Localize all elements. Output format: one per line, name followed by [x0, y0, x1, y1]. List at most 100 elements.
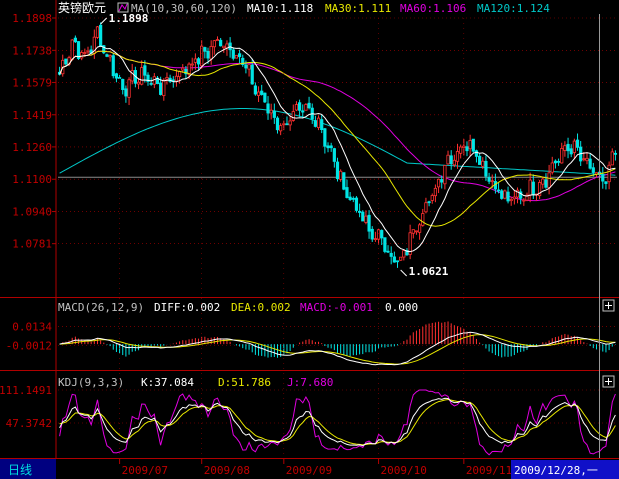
ma-toggle-icon[interactable]: [117, 2, 129, 13]
period-tab[interactable]: [0, 459, 56, 479]
candle: [465, 141, 469, 157]
ma30-legend: MA30:1.111: [325, 2, 391, 15]
candle: [358, 203, 362, 218]
candle: [64, 58, 68, 66]
ma30-series: [59, 50, 616, 227]
candle: [515, 187, 520, 204]
candle: [339, 169, 343, 182]
candle: [421, 208, 425, 227]
kdj-d-line: [59, 398, 616, 446]
j-series: [59, 389, 616, 456]
candlesticks: [57, 22, 618, 268]
candle: [424, 197, 428, 214]
y-tick-label: 1.1898: [12, 12, 52, 25]
candle: [348, 192, 352, 201]
kdj-params-label: KDJ(9,3,3): [58, 376, 124, 389]
candle: [111, 52, 115, 79]
candle: [105, 53, 109, 58]
plus-icon: [605, 302, 612, 309]
date-axis: 2009/07 2009/08 2009/09 2009/10 2009/11: [119, 18, 512, 477]
candle: [484, 155, 488, 181]
candle: [354, 196, 359, 213]
candle: [294, 101, 299, 112]
x-tick-label: 2009/10: [381, 464, 427, 477]
candle: [121, 78, 125, 95]
candle: [383, 237, 387, 254]
candle: [500, 188, 504, 200]
candle: [320, 114, 324, 134]
candle: [446, 150, 450, 165]
candle: [370, 226, 374, 242]
price-panel[interactable]: 1.1898 1.1738 1.1579 1.1419 1.1260 1.1100 1.09…: [12, 12, 618, 278]
candle: [462, 138, 466, 156]
y-tick-label: 1.1260: [12, 141, 52, 154]
annotation-pointer: [100, 17, 107, 25]
kdj-y-ticks: 111.1491 47.3742: [0, 384, 52, 430]
kdj-panel[interactable]: 111.1491 47.3742 KDJ(9,3,3) K:37.084 D:51…: [0, 375, 617, 456]
candle: [443, 165, 447, 190]
ma120-line: [59, 108, 616, 176]
candle: [241, 54, 245, 67]
candle: [509, 197, 513, 206]
macd-diff-legend: DIFF:0.002: [154, 301, 220, 314]
price-annotations: 1.1898 1.0621: [100, 12, 449, 278]
candle: [307, 96, 311, 110]
macd-params-label: MACD(26,12,9): [58, 301, 144, 314]
macd-dea-line: [59, 334, 616, 365]
x-tick-label: 2009/09: [286, 464, 332, 477]
candle: [212, 40, 216, 55]
plus-icon: [605, 378, 612, 385]
y-tick-label: 1.1419: [12, 109, 52, 122]
candle: [342, 172, 346, 191]
candle: [591, 162, 595, 177]
candle: [376, 229, 381, 245]
macd-value-legend: MACD:-0.001: [300, 301, 373, 314]
candle: [345, 179, 349, 199]
candle: [408, 224, 412, 260]
candle: [560, 142, 564, 164]
candle: [266, 96, 270, 120]
candle: [316, 115, 321, 131]
candle: [279, 123, 283, 136]
candle: [399, 256, 403, 261]
candle: [190, 57, 194, 71]
period-label: 日线: [8, 463, 32, 477]
d-series: [59, 398, 616, 446]
candle: [326, 142, 330, 153]
macd-panel[interactable]: 0.0134 -0.0012 MACD(26,12,9) DIFF:0.002 D…: [6, 299, 617, 366]
ma120-legend: MA120:1.124: [477, 2, 550, 15]
macd-expand-button[interactable]: [602, 299, 615, 312]
candle: [127, 77, 131, 106]
candle: [607, 161, 611, 190]
candle: [304, 103, 308, 111]
candle: [459, 144, 463, 159]
candle: [256, 86, 261, 103]
ma10-line: [59, 45, 616, 253]
kdj-expand-button[interactable]: [602, 375, 615, 388]
candle: [174, 69, 179, 87]
current-date: 2009/12/28,一: [514, 464, 598, 477]
candle: [411, 229, 415, 239]
candle: [364, 210, 368, 225]
x-tick-label: 2009/11: [466, 464, 512, 477]
candle: [430, 193, 434, 204]
candle: [519, 188, 523, 205]
y-tick-label: 0.0134: [12, 320, 52, 333]
candle: [260, 84, 264, 96]
candle: [165, 72, 169, 85]
kdj-legend: KDJ(9,3,3) K:37.084 D:51.786 J:7.680: [58, 376, 333, 389]
kdj-k-line: [59, 397, 616, 447]
candle: [99, 22, 103, 48]
high-price-label: 1.1898: [109, 12, 149, 25]
candle: [285, 116, 289, 126]
ma60-legend: MA60:1.106: [400, 2, 466, 15]
candle: [263, 92, 267, 103]
candle: [206, 47, 210, 64]
candle: [389, 246, 393, 265]
candle: [313, 115, 317, 128]
candle: [143, 60, 147, 83]
candle: [452, 154, 456, 168]
candle: [471, 138, 475, 153]
dea-series: [59, 334, 616, 365]
